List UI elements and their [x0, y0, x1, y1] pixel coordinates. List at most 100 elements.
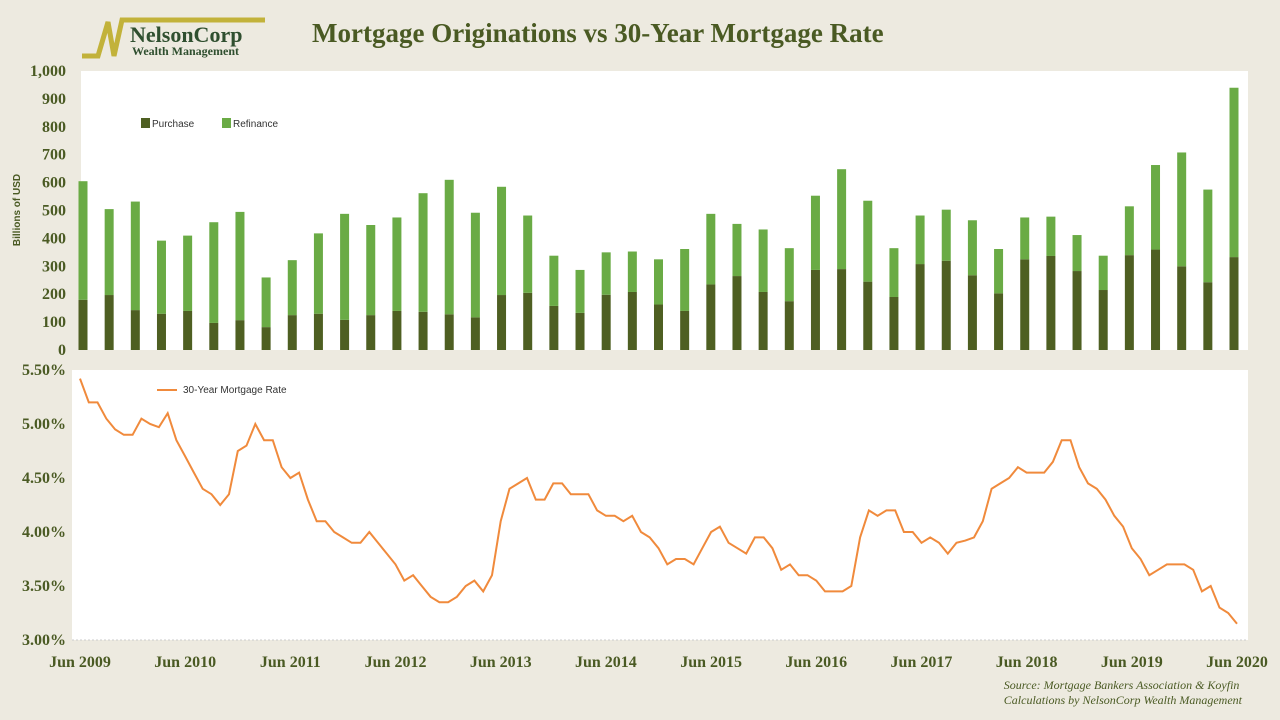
y-tick-label: 700: [42, 147, 66, 164]
bar-refinance: [1203, 189, 1213, 283]
bar-refinance: [1072, 235, 1082, 272]
bar-refinance: [967, 220, 977, 276]
bar-refinance: [706, 213, 716, 285]
bar-refinance: [1020, 217, 1030, 260]
bar-refinance: [156, 240, 166, 314]
bar-refinance: [601, 252, 611, 295]
x-tick-label: Jun 2019: [1101, 654, 1163, 671]
bar-refinance: [889, 248, 899, 297]
bar-refinance: [470, 212, 480, 318]
y-tick-label: 0: [58, 342, 66, 359]
y-tick-label: 5.50%: [22, 362, 66, 379]
line-plot-area: [72, 370, 1248, 640]
chart-title: Mortgage Originations vs 30-Year Mortgag…: [312, 18, 884, 48]
y-tick-label: 5.00%: [22, 416, 66, 433]
y-tick-label: 4.00%: [22, 524, 66, 541]
bar-purchase: [1124, 255, 1134, 350]
bar-refinance: [784, 248, 794, 302]
bar-refinance: [941, 209, 951, 261]
x-tick-label: Jun 2012: [365, 654, 427, 671]
bar-purchase: [130, 310, 140, 350]
logo-name: NelsonCorp: [130, 22, 243, 47]
bar-refinance: [758, 229, 768, 292]
bar-purchase: [183, 310, 193, 350]
bar-purchase: [575, 312, 585, 350]
bar-refinance: [523, 215, 533, 293]
logo-subtitle: Wealth Management: [132, 44, 239, 58]
bar-purchase: [261, 327, 271, 350]
bar-purchase: [627, 291, 637, 350]
y-tick-label: 600: [42, 175, 66, 192]
y-axis-label: Billions of USD: [12, 174, 23, 246]
x-tick-label: Jun 2016: [785, 654, 847, 671]
bar-refinance: [575, 269, 585, 313]
bar-refinance: [235, 211, 245, 321]
bar-purchase: [732, 276, 742, 350]
bar-purchase: [915, 264, 925, 350]
x-tick-label: Jun 2011: [260, 654, 321, 671]
legend-rate: 30-Year Mortgage Rate: [183, 385, 287, 396]
bar-refinance: [994, 249, 1004, 294]
y-tick-label: 1,000: [30, 63, 66, 80]
bar-refinance: [78, 181, 88, 300]
bar-purchase: [706, 284, 716, 350]
bar-refinance: [1124, 206, 1134, 256]
bar-purchase: [366, 315, 376, 350]
bar-purchase: [287, 315, 297, 350]
legend-purchase: Purchase: [152, 119, 195, 130]
bar-purchase: [889, 296, 899, 350]
y-tick-label: 4.50%: [22, 470, 66, 487]
y-tick-label: 200: [42, 286, 66, 303]
bar-refinance: [340, 213, 350, 320]
bar-purchase: [523, 292, 533, 350]
bar-refinance: [497, 186, 507, 296]
x-tick-label: Jun 2009: [49, 654, 111, 671]
y-tick-label: 3.50%: [22, 578, 66, 595]
bar-purchase: [1072, 271, 1082, 350]
bar-purchase: [235, 320, 245, 350]
bar-refinance: [627, 251, 637, 292]
bar-purchase: [1177, 266, 1187, 350]
bar-refinance: [915, 215, 925, 265]
bar-refinance: [1151, 165, 1161, 250]
x-tick-label: Jun 2020: [1206, 654, 1268, 671]
bar-purchase: [1151, 249, 1161, 350]
bar-refinance: [1046, 216, 1056, 256]
bar-refinance: [549, 255, 559, 306]
bar-refinance: [810, 195, 820, 270]
bar-refinance: [104, 209, 114, 296]
bar-purchase: [863, 281, 873, 350]
bar-purchase: [78, 299, 88, 350]
bar-purchase: [1020, 259, 1030, 350]
y-tick-label: 100: [42, 314, 66, 331]
bar-refinance: [130, 201, 140, 311]
y-tick-label: 400: [42, 230, 66, 247]
bar-purchase: [156, 313, 166, 350]
y-tick-label: 300: [42, 258, 66, 275]
bar-refinance: [183, 235, 193, 311]
x-tick-label: Jun 2018: [996, 654, 1058, 671]
bar-purchase: [497, 295, 507, 350]
bar-purchase: [418, 311, 428, 350]
bar-purchase: [601, 294, 611, 350]
x-tick-label: Jun 2015: [680, 654, 742, 671]
bar-purchase: [1046, 255, 1056, 350]
bar-refinance: [837, 169, 847, 270]
bar-refinance: [444, 179, 454, 315]
bar-purchase: [392, 310, 402, 350]
bar-purchase: [209, 322, 219, 350]
bar-refinance: [418, 193, 428, 312]
bar-refinance: [261, 277, 271, 328]
x-tick-label: Jun 2013: [470, 654, 532, 671]
y-tick-label: 900: [42, 91, 66, 108]
legend-refinance: Refinance: [233, 119, 278, 130]
bar-purchase: [837, 269, 847, 350]
bar-purchase: [967, 275, 977, 350]
bar-purchase: [941, 260, 951, 350]
bar-refinance: [654, 259, 663, 305]
bar-refinance: [732, 223, 742, 277]
source-note: Source: Mortgage Bankers Association & K…: [1004, 678, 1242, 708]
bar-purchase: [444, 314, 454, 350]
bar-purchase: [470, 317, 480, 350]
bar-purchase: [1229, 257, 1239, 350]
